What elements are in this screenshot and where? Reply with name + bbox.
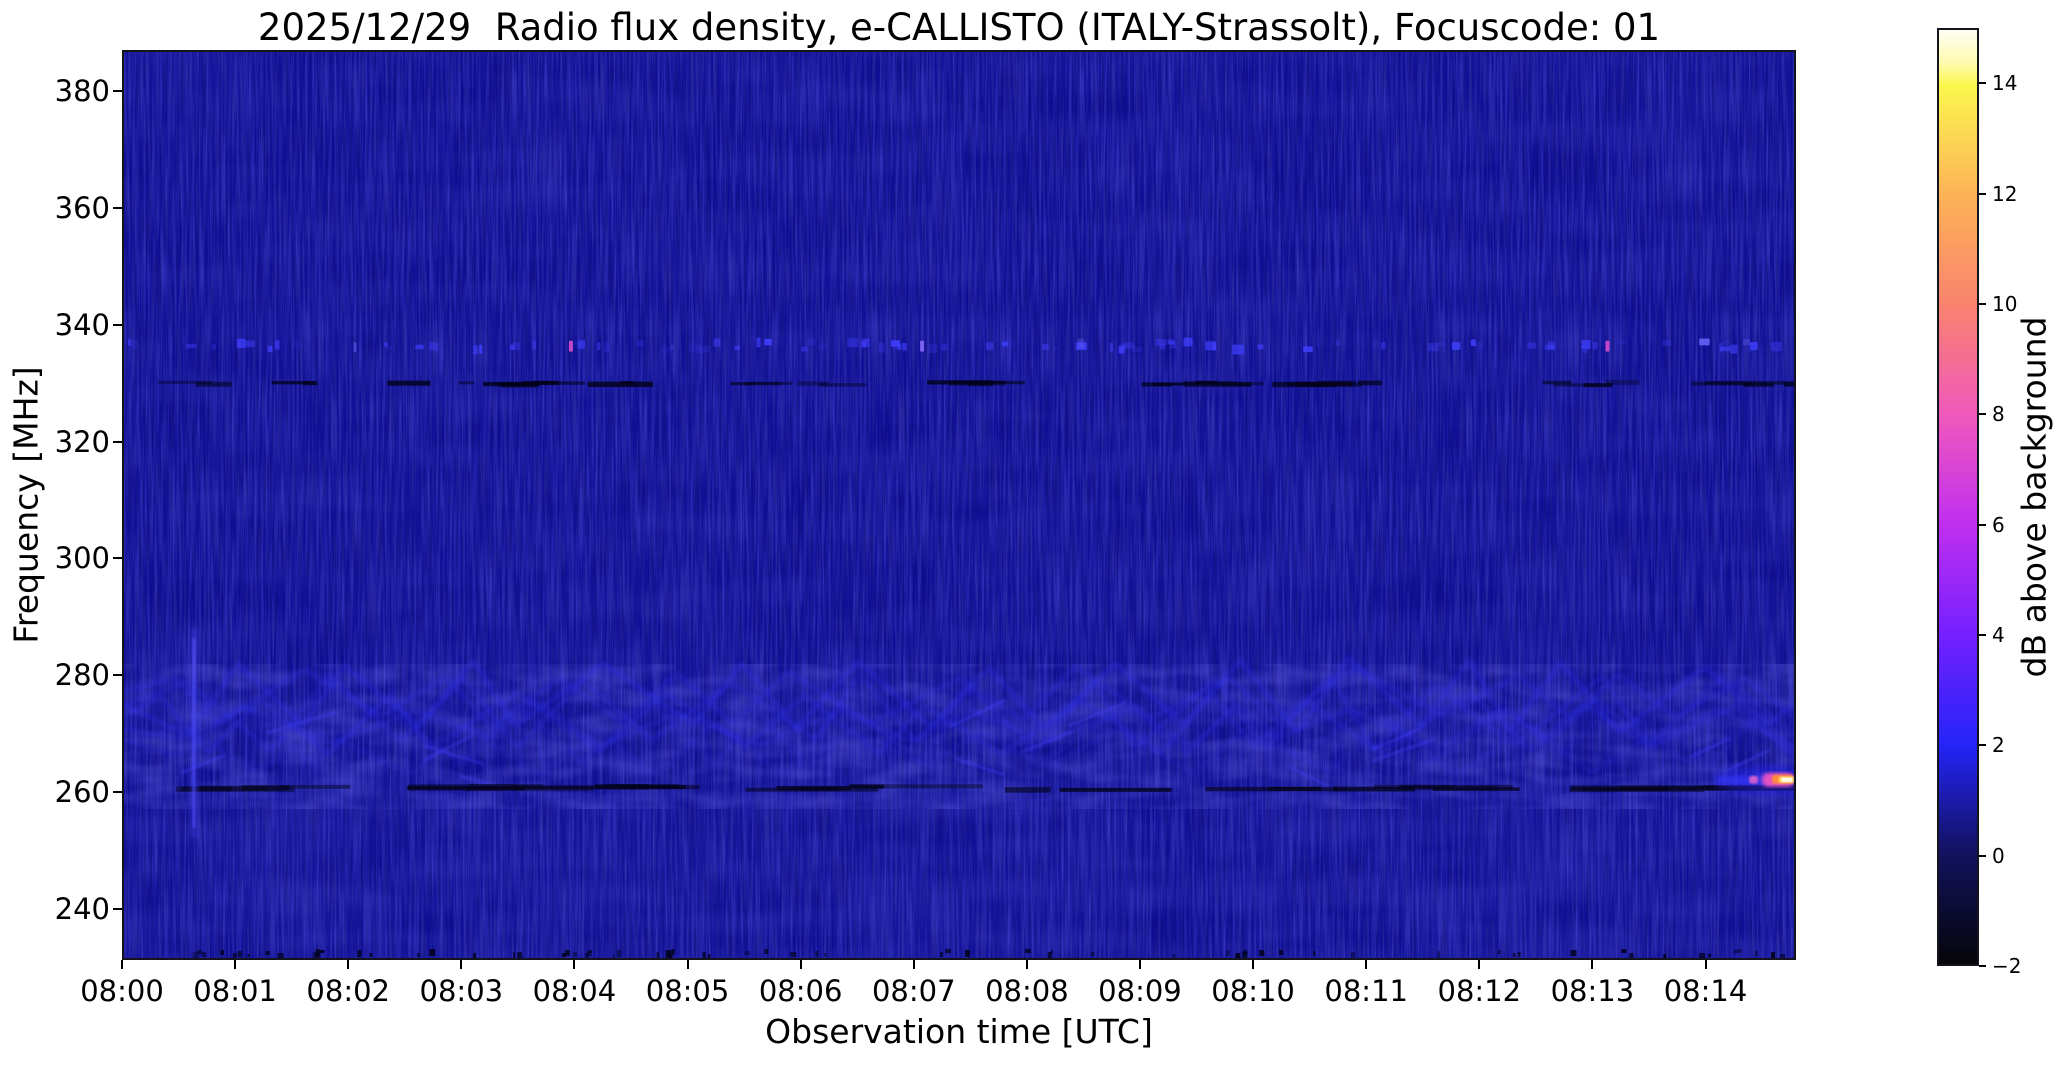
x-tick-label: 08:12 [1437,974,1522,1008]
colorbar-tick-mark [1979,744,1986,747]
y-tick-mark [113,557,122,560]
x-tick-mark [234,960,237,969]
colorbar-tick-label: −2 [1992,954,2022,978]
x-tick-mark [686,960,689,969]
y-tick-label: 380 [54,73,110,108]
colorbar-tick-label: 6 [1992,512,2005,537]
y-tick-mark [113,440,122,443]
bottom-mottle-texture [124,793,1794,958]
colorbar-label: dB above background [2014,316,2054,678]
chart-title: 2025/12/29 Radio flux density, e-CALLIST… [257,6,1661,49]
radio-burst [1714,765,1794,794]
x-axis-label: Observation time [UTC] [765,1012,1153,1051]
x-tick-mark [121,960,123,969]
spectrogram-plot-area [122,50,1796,960]
vertical-streak [189,628,199,838]
colorbar-tick-label: 12 [1992,181,2018,206]
rfi-speckle-line [127,337,1782,355]
colorbar-tick-label: 8 [1992,402,2005,427]
x-tick-mark [1138,960,1141,969]
colorbar-gradient [1939,30,1977,964]
rfi-absorption-line [157,379,1794,388]
colorbar-tick-label: 10 [1992,291,2018,316]
bottom-edge-speckles [192,949,1786,958]
y-tick-label: 260 [54,775,110,810]
colorbar-tick-mark [1979,192,1986,195]
colorbar-tick-mark [1979,82,1986,85]
x-tick-label: 08:06 [758,974,843,1008]
x-tick-label: 08:07 [871,974,956,1008]
x-tick-label: 08:03 [419,974,504,1008]
colorbar-tick-mark [1979,854,1986,857]
x-tick-mark [912,960,915,969]
x-tick-mark [1252,960,1255,969]
x-tick-label: 08:00 [80,974,164,1008]
colorbar-tick-mark [1979,302,1986,305]
x-tick-label: 08:10 [1211,974,1295,1008]
x-tick-mark [1704,960,1707,969]
x-tick-label: 08:14 [1663,974,1748,1008]
colorbar-tick-label: 2 [1992,733,2005,758]
y-tick-label: 320 [54,424,110,459]
y-tick-label: 360 [54,190,110,225]
x-tick-label: 08:09 [1098,974,1182,1008]
y-tick-label: 280 [54,658,110,693]
x-tick-mark [1025,960,1028,969]
x-tick-mark [460,960,463,969]
x-tick-mark [1365,960,1368,969]
colorbar-tick-label: 4 [1992,622,2005,647]
x-tick-label: 08:13 [1550,974,1635,1008]
y-tick-mark [113,206,122,209]
x-tick-label: 08:01 [193,974,277,1008]
spectrogram-image [124,52,1794,958]
colorbar-tick-label: 0 [1992,843,2005,868]
x-tick-label: 08:04 [532,974,617,1008]
x-tick-label: 08:11 [1324,974,1408,1008]
y-tick-mark [113,89,122,92]
x-tick-label: 08:02 [306,974,390,1008]
x-tick-mark [347,960,350,969]
colorbar-tick-mark [1979,965,1986,967]
colorbar-tick-mark [1979,413,1986,416]
x-tick-mark [799,960,802,969]
colorbar [1937,28,1979,966]
y-tick-mark [113,791,122,794]
x-tick-mark [573,960,576,969]
x-tick-mark [1478,960,1481,969]
colorbar-tick-mark [1979,633,1986,636]
y-tick-mark [113,323,122,326]
y-tick-label: 340 [54,307,110,342]
y-tick-label: 300 [54,541,110,576]
x-tick-mark [1591,960,1594,969]
x-tick-label: 08:08 [985,974,1069,1008]
y-tick-mark [113,674,122,677]
y-axis-label: Frequency [MHz] [6,366,46,644]
colorbar-tick-mark [1979,523,1986,526]
y-tick-label: 240 [54,892,110,927]
colorbar-tick-label: 14 [1992,71,2018,96]
x-tick-label: 08:05 [645,974,730,1008]
y-tick-mark [113,908,122,911]
